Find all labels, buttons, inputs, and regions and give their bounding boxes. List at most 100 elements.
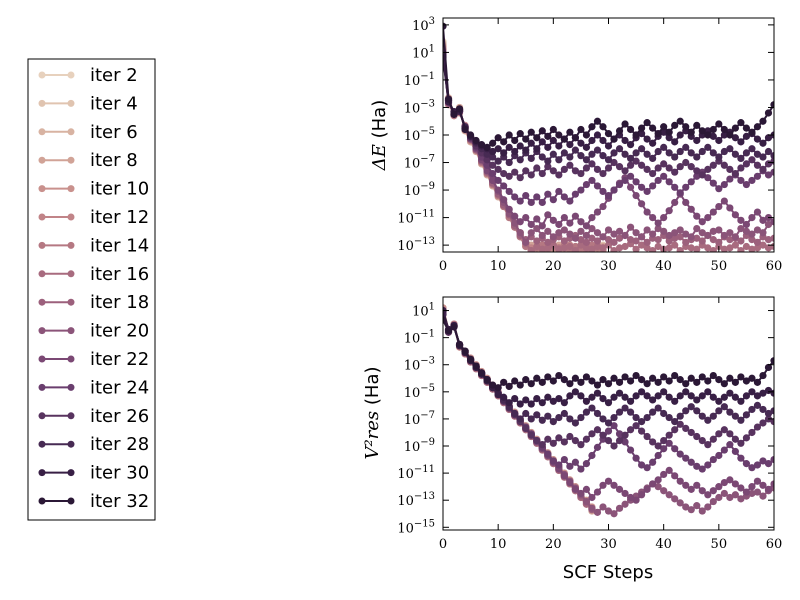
data-point — [588, 377, 596, 385]
data-point — [604, 226, 613, 234]
data-point — [533, 237, 541, 245]
data-point — [665, 149, 673, 157]
data-point — [571, 436, 580, 445]
data-point — [748, 483, 756, 491]
data-point — [704, 388, 712, 396]
data-point — [698, 507, 706, 515]
legend-marker — [38, 412, 46, 420]
data-point — [737, 247, 745, 252]
data-point — [643, 244, 651, 252]
data-point — [693, 234, 701, 242]
legend-label: iter 32 — [90, 491, 149, 512]
data-point — [682, 183, 690, 191]
data-point — [615, 180, 624, 189]
data-point — [466, 355, 475, 363]
data-point — [544, 190, 552, 198]
data-point — [660, 487, 668, 495]
data-point — [511, 219, 519, 227]
data-point — [704, 131, 712, 139]
data-point — [599, 152, 607, 160]
data-point — [527, 400, 535, 408]
x-tick-label: 10 — [490, 259, 507, 274]
data-point — [505, 131, 513, 139]
data-point — [599, 169, 607, 178]
data-point — [687, 374, 695, 382]
data-point — [753, 401, 762, 409]
data-point — [610, 247, 618, 252]
data-point — [599, 376, 607, 384]
data-point — [582, 231, 591, 240]
data-point — [720, 380, 728, 388]
data-point — [693, 245, 701, 252]
data-point — [522, 191, 530, 200]
data-point — [764, 134, 773, 142]
data-point — [698, 487, 706, 495]
data-point — [632, 496, 640, 504]
data-point — [698, 373, 706, 381]
series-iter-32 — [443, 316, 774, 392]
data-point — [720, 446, 728, 454]
data-point — [582, 485, 591, 493]
data-point — [649, 213, 657, 222]
data-point — [726, 165, 734, 174]
data-point — [538, 399, 546, 407]
data-point — [731, 378, 739, 386]
data-point — [478, 369, 486, 377]
data-point — [682, 230, 690, 238]
data-point — [483, 150, 491, 158]
data-point — [665, 207, 673, 215]
x-tick-label: 40 — [655, 259, 672, 274]
data-point — [671, 168, 679, 176]
data-point — [759, 481, 767, 489]
data-point — [626, 223, 635, 231]
data-point — [709, 497, 717, 506]
data-point — [709, 161, 717, 169]
data-point — [709, 412, 717, 420]
data-point — [615, 234, 624, 242]
data-point — [753, 161, 762, 169]
data-point — [654, 164, 662, 172]
data-point — [466, 131, 475, 139]
data-point — [533, 134, 541, 142]
data-point — [582, 408, 591, 416]
data-point — [593, 146, 602, 154]
legend-label: iter 16 — [90, 264, 149, 285]
data-point — [632, 371, 640, 380]
data-point — [494, 176, 502, 185]
data-point — [665, 439, 673, 447]
data-point — [610, 510, 618, 518]
data-point — [726, 244, 734, 252]
data-point — [626, 377, 635, 385]
data-point — [748, 245, 756, 252]
data-point — [704, 461, 712, 469]
data-point — [770, 455, 774, 464]
data-point — [621, 242, 629, 251]
data-point — [731, 233, 739, 241]
data-point — [599, 394, 607, 403]
x-tick-label: 0 — [439, 537, 447, 552]
data-point — [461, 347, 469, 355]
data-point — [687, 458, 695, 466]
data-point — [654, 476, 662, 484]
data-point — [593, 165, 602, 174]
data-point — [742, 132, 751, 140]
data-point — [610, 149, 618, 157]
data-point — [676, 247, 684, 252]
top-series-group — [443, 22, 774, 252]
data-point — [494, 186, 502, 194]
data-point — [720, 161, 728, 169]
data-point — [731, 124, 739, 132]
data-point — [671, 241, 679, 249]
data-point — [588, 150, 596, 158]
data-point — [604, 399, 613, 407]
data-point — [461, 125, 469, 134]
data-point — [610, 413, 618, 422]
data-point — [742, 434, 751, 442]
data-point — [671, 183, 679, 191]
data-point — [505, 158, 513, 167]
data-point — [643, 150, 651, 158]
data-point — [443, 316, 447, 324]
data-point — [626, 161, 635, 169]
data-point — [505, 399, 513, 407]
data-point — [682, 481, 690, 489]
